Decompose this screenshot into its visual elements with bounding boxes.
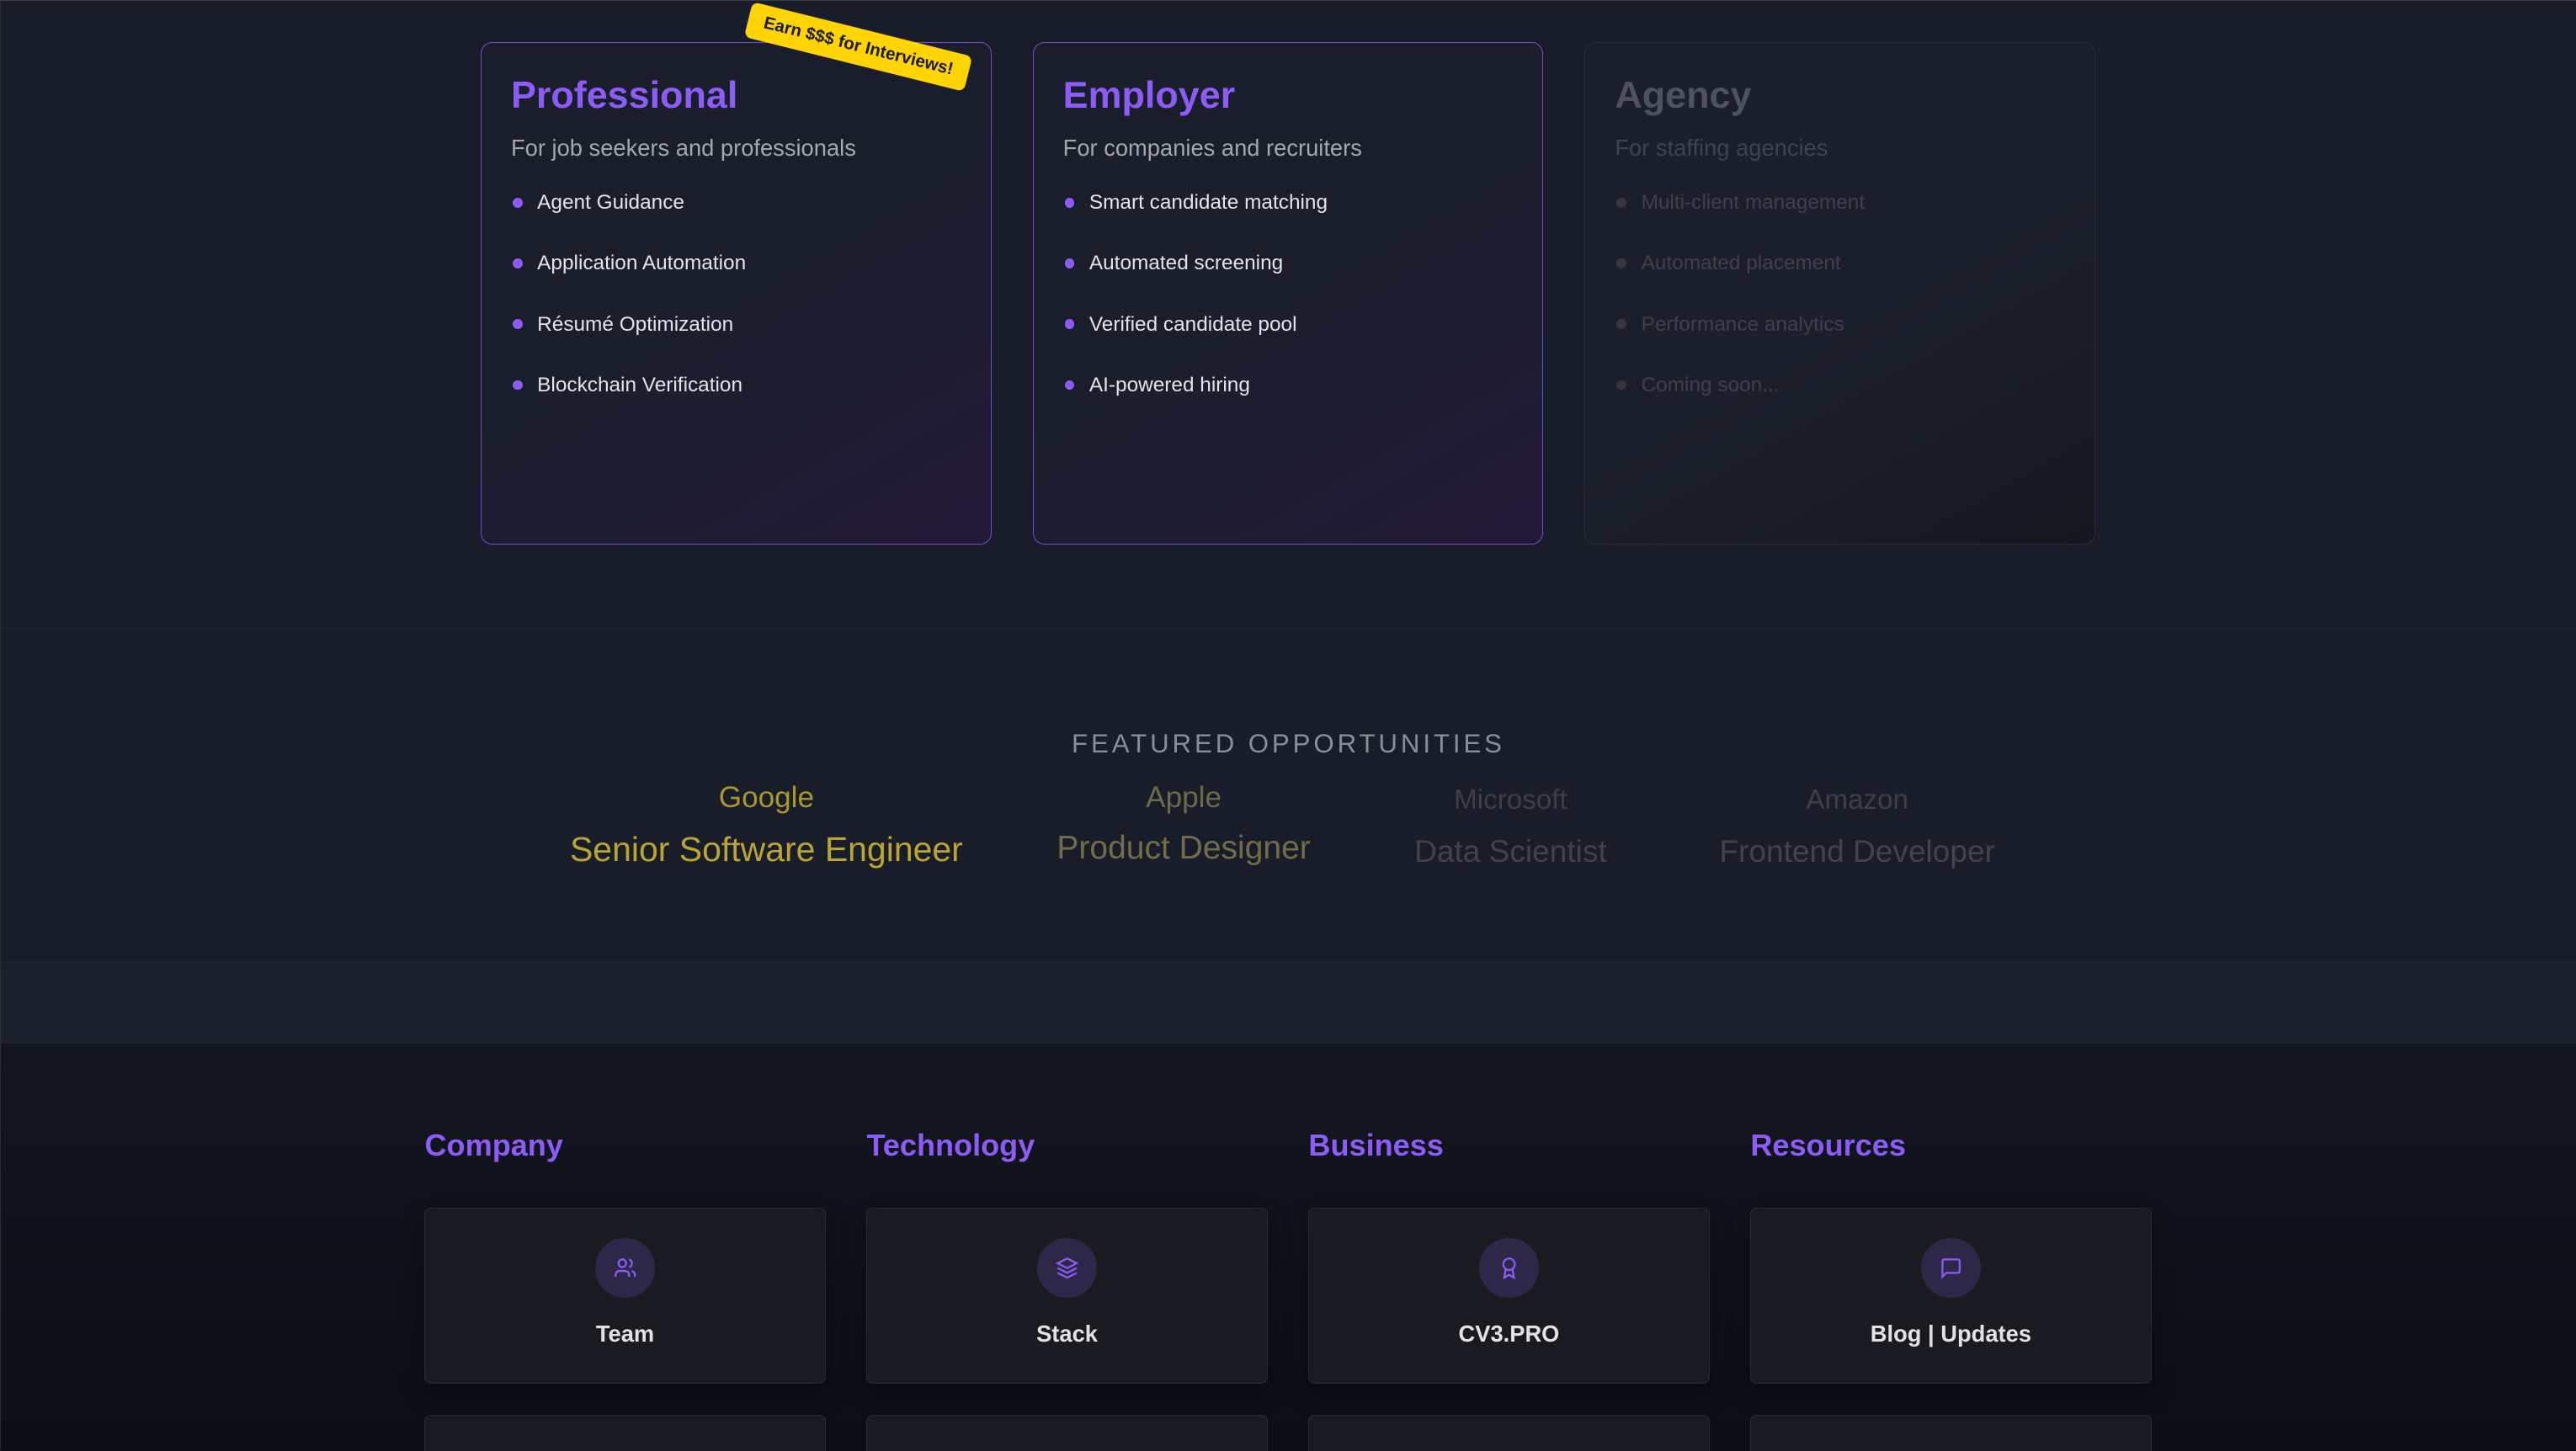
company-name: Amazon — [1806, 784, 1909, 816]
footer-link-blog[interactable]: Blog | Updates — [1750, 1208, 2152, 1385]
footer-column-resources: Resources Blog | Updates — [1750, 1126, 2152, 1451]
link-label: CV3.PRO — [1458, 1321, 1560, 1347]
footer-link-cv3pro[interactable]: CV3.PRO — [1308, 1208, 1710, 1385]
bullet-icon — [1064, 197, 1075, 208]
opportunity-apple[interactable]: Apple Product Designer — [1056, 781, 1310, 868]
role-title: Frontend Developer — [1719, 833, 1995, 869]
footer-link-stack[interactable]: Stack — [866, 1208, 1268, 1385]
bullet-icon — [512, 319, 523, 330]
feature-item: Smart candidate matching — [1063, 191, 1514, 252]
footer-link-team[interactable]: Team — [424, 1208, 826, 1385]
bullet-icon — [512, 197, 523, 208]
message-square-icon — [1921, 1238, 1981, 1298]
company-name: Apple — [1146, 780, 1221, 814]
opportunity-microsoft[interactable]: Microsoft Data Scientist — [1414, 784, 1607, 870]
footer-link-card[interactable] — [866, 1415, 1268, 1451]
section-title: FEATURED OPPORTUNITIES — [1072, 728, 1505, 758]
feature-item: Coming soon... — [1615, 374, 2065, 434]
feature-item: Application Automation — [511, 252, 961, 312]
plan-subtitle: For job seekers and professionals — [510, 135, 856, 162]
column-heading: Resources — [1750, 1127, 1906, 1162]
feature-item: Automated placement — [1615, 252, 2065, 312]
plan-card-professional[interactable]: Professional For job seekers and profess… — [480, 41, 992, 545]
feature-item: Verified candidate pool — [1063, 313, 1514, 374]
role-title: Data Scientist — [1414, 833, 1607, 869]
footer-column-company: Company Team — [424, 1126, 826, 1451]
bullet-icon — [1064, 258, 1075, 268]
opportunity-google[interactable]: Google Senior Software Engineer — [570, 781, 963, 870]
link-label: Team — [595, 1321, 655, 1347]
bullet-icon — [512, 258, 523, 268]
layers-icon — [1037, 1238, 1097, 1298]
featured-opportunities: FEATURED OPPORTUNITIES Google Senior Sof… — [1, 630, 2576, 963]
divider-band — [1, 963, 2576, 1044]
plan-card-employer[interactable]: Employer For companies and recruiters Sm… — [1032, 41, 1544, 545]
footer: Company Team Technology Stack Business C… — [1, 1044, 2576, 1451]
role-title: Product Designer — [1056, 830, 1311, 867]
bullet-icon — [1616, 197, 1626, 208]
bullet-icon — [512, 380, 523, 391]
feature-item: Multi-client management — [1615, 191, 2065, 252]
company-name: Microsoft — [1454, 784, 1567, 816]
column-heading: Business — [1308, 1127, 1444, 1162]
feature-item: Performance analytics — [1615, 313, 2065, 374]
feature-item: Résumé Optimization — [511, 313, 961, 374]
plan-title: Professional — [510, 72, 738, 116]
bullet-icon — [1616, 258, 1626, 268]
link-label: Stack — [1036, 1321, 1098, 1347]
footer-link-card[interactable] — [424, 1415, 826, 1451]
bullet-icon — [1616, 380, 1626, 391]
bullet-icon — [1616, 319, 1626, 330]
column-heading: Technology — [866, 1127, 1035, 1162]
feature-item: AI-powered hiring — [1063, 374, 1514, 434]
plan-card-agency: Agency For staffing agencies Multi-clien… — [1584, 41, 2096, 545]
footer-column-business: Business CV3.PRO — [1308, 1126, 1710, 1451]
feature-item: Agent Guidance — [511, 191, 961, 252]
plan-title: Employer — [1062, 72, 1236, 116]
footer-link-card[interactable] — [1308, 1415, 1710, 1451]
users-icon — [595, 1238, 655, 1298]
plans-section: Earn $$$ for Interviews! Professional Fo… — [1, 1, 2576, 630]
plan-title: Agency — [1615, 72, 1752, 116]
bullet-icon — [1064, 319, 1075, 330]
bullet-icon — [1064, 380, 1075, 391]
footer-link-card[interactable] — [1750, 1415, 2152, 1451]
role-title: Senior Software Engineer — [569, 830, 963, 869]
company-name: Google — [718, 780, 814, 814]
opportunity-amazon[interactable]: Amazon Frontend Developer — [1719, 784, 1995, 870]
plan-subtitle: For companies and recruiters — [1062, 135, 1362, 162]
plan-subtitle: For staffing agencies — [1615, 135, 1828, 162]
link-label: Blog | Updates — [1870, 1321, 2032, 1347]
award-icon — [1479, 1238, 1539, 1298]
column-heading: Company — [424, 1127, 563, 1162]
feature-item: Automated screening — [1063, 252, 1514, 312]
feature-item: Blockchain Verification — [511, 374, 961, 434]
footer-column-technology: Technology Stack — [866, 1126, 1268, 1451]
